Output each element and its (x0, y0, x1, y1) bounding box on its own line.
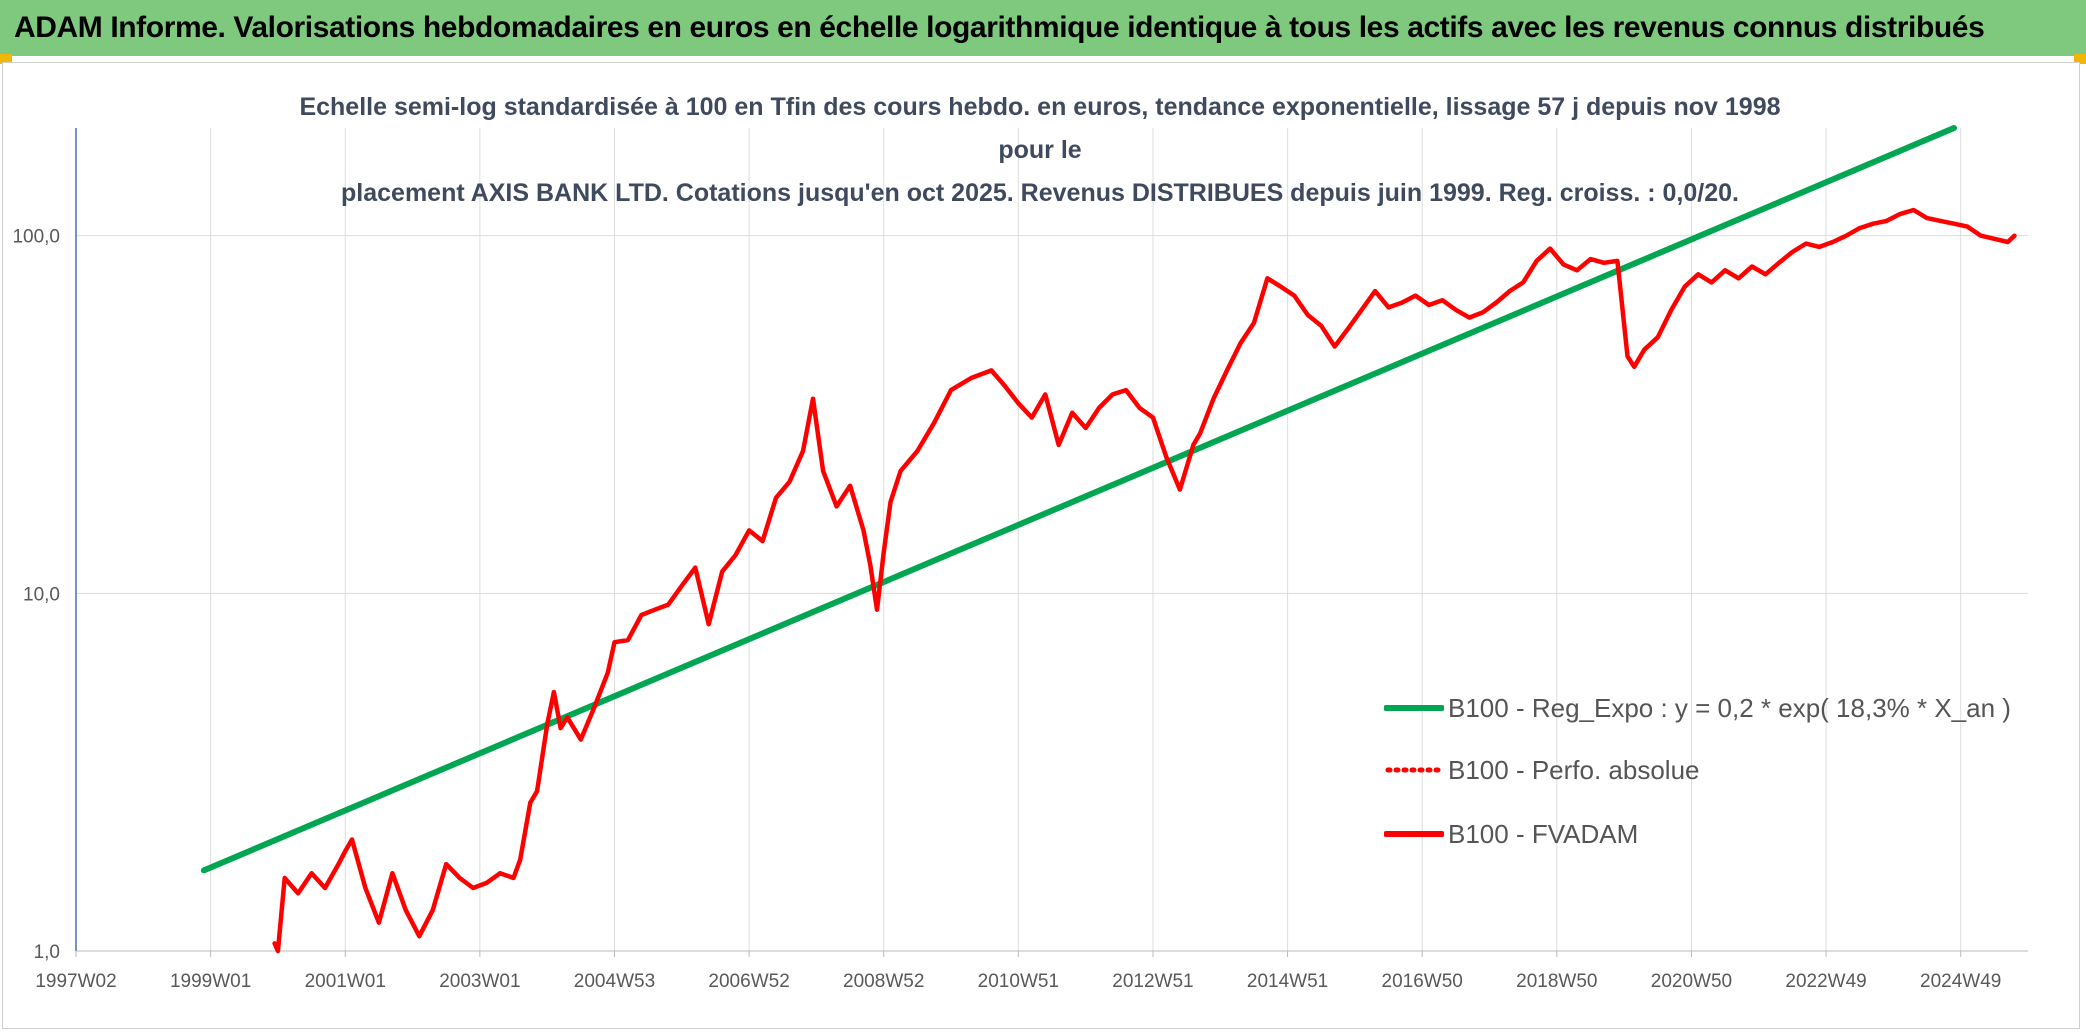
legend-swatch-perfo-absolue (1385, 767, 1444, 773)
legend-label-perfo-absolue: B100 - Perfo. absolue (1448, 755, 1700, 785)
x-tick-label: 2010W51 (978, 971, 1059, 992)
grid-layer (76, 128, 2028, 952)
x-tick-label: 2003W01 (439, 971, 520, 992)
x-tick-label: 2016W50 (1382, 971, 1463, 992)
chart-subtitle: Echelle semi-log standardisée à 100 en T… (270, 86, 1810, 215)
chart-subtitle-line-1: Echelle semi-log standardisée à 100 en T… (299, 93, 1781, 164)
legend-swatch-fvadam (1384, 831, 1444, 837)
y-tick-label: 10,0 (23, 584, 60, 605)
x-tick-label: 2008W52 (843, 971, 924, 992)
legend-swatch-reg-expo (1384, 705, 1444, 711)
corner-marker-left (0, 54, 12, 64)
x-tick-label: 2004W53 (574, 971, 655, 992)
x-tick-label: 2001W01 (305, 971, 386, 992)
report-title: ADAM Informe. Valorisations hebdomadaire… (14, 11, 1985, 44)
x-tick-label: 2020W50 (1651, 971, 1732, 992)
series-line-0 (200, 125, 1957, 874)
x-tick-label: 2014W51 (1247, 971, 1328, 992)
axis-layer: 1997W02 1999W01 2001W01 2003W01 2004W53 2006W… (12, 128, 2028, 992)
legend-label-fvadam: B100 - FVADAM (1448, 819, 1639, 849)
x-tick-label: 1999W01 (170, 971, 251, 992)
y-tick-label: 1,0 (34, 942, 60, 963)
x-tick-label: 2024W49 (1920, 971, 2001, 992)
x-tick-label: 2018W50 (1516, 971, 1597, 992)
title-bar (0, 0, 2086, 56)
y-tick-label: 100,0 (12, 227, 60, 248)
x-tick-label: 2006W52 (708, 971, 789, 992)
x-tick-label: 2022W49 (1785, 971, 1866, 992)
x-tick-label: 2012W51 (1112, 971, 1193, 992)
series-layer (200, 125, 2017, 954)
corner-marker-right (2074, 54, 2086, 64)
series-line-2 (272, 207, 2017, 954)
chart-subtitle-line-2: placement AXIS BANK LTD. Cotations jusqu… (341, 179, 1739, 207)
x-tick-label: 1997W02 (35, 971, 116, 992)
legend-label-reg-expo: B100 - Reg_Expo : y = 0,2 * exp( 18,3% *… (1448, 693, 2011, 723)
